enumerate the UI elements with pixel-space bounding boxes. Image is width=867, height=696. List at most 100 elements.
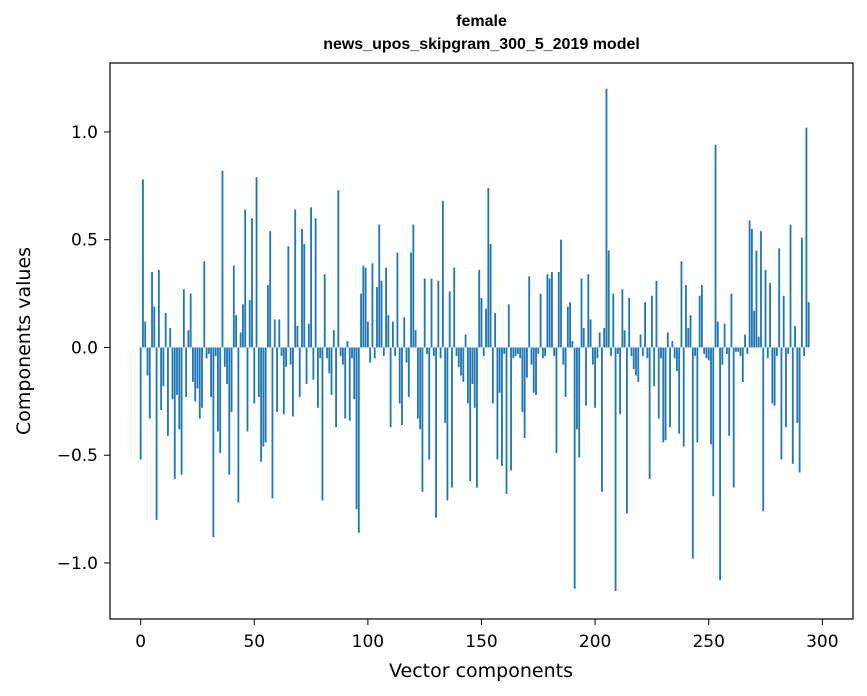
bar	[771, 347, 774, 404]
bar	[639, 334, 642, 348]
bar	[178, 347, 181, 430]
bar	[303, 244, 306, 348]
bar	[737, 347, 740, 352]
bar	[507, 304, 510, 348]
bar	[480, 297, 483, 348]
bar	[248, 300, 251, 348]
bar	[755, 250, 758, 348]
bar	[753, 310, 756, 348]
bars-group	[139, 88, 810, 591]
bar	[612, 293, 615, 348]
y-tick-label: −0.5	[57, 446, 98, 466]
bar	[723, 323, 726, 348]
bar	[339, 347, 342, 357]
bar	[192, 347, 194, 382]
bar	[510, 347, 512, 471]
bar	[653, 347, 656, 387]
x-tick-label: 200	[579, 632, 611, 652]
bar	[278, 319, 281, 348]
bar	[276, 347, 278, 413]
bar	[610, 347, 612, 357]
bar	[382, 347, 385, 357]
bar	[257, 347, 260, 398]
bar	[335, 347, 337, 428]
bar	[555, 347, 558, 454]
bar	[526, 347, 528, 378]
bar	[217, 347, 219, 432]
bar	[212, 347, 215, 538]
bar	[641, 347, 644, 357]
bar	[685, 284, 687, 348]
bar	[503, 347, 506, 354]
bar	[700, 284, 703, 348]
bar	[478, 269, 481, 348]
bar	[323, 274, 326, 348]
bar	[778, 248, 781, 348]
bar	[226, 347, 228, 385]
bar	[416, 347, 419, 419]
bar	[621, 289, 624, 348]
bar	[557, 272, 560, 348]
bar	[321, 347, 324, 501]
bar	[244, 209, 247, 348]
bar	[553, 347, 556, 357]
bar	[607, 250, 610, 348]
bar	[710, 347, 712, 445]
bar	[282, 347, 285, 415]
bar	[669, 347, 671, 428]
bar	[476, 347, 478, 488]
bar	[516, 347, 519, 354]
bar	[735, 347, 737, 352]
bar	[144, 321, 147, 348]
bar	[396, 252, 399, 348]
bar	[360, 293, 362, 348]
bar	[689, 315, 692, 348]
bar	[662, 347, 665, 443]
bar	[605, 88, 608, 348]
bar	[219, 347, 222, 454]
bar	[326, 347, 328, 359]
bar	[292, 347, 294, 417]
bar	[512, 347, 515, 359]
x-axis-label: Vector components	[389, 660, 573, 682]
bar	[785, 347, 787, 428]
bar	[632, 347, 635, 370]
bar	[255, 177, 258, 348]
bar	[423, 278, 426, 348]
bar	[805, 127, 808, 348]
bar	[591, 347, 594, 365]
bar	[430, 278, 433, 348]
bar	[807, 302, 810, 348]
bar	[730, 293, 733, 348]
bar	[294, 209, 297, 348]
bar	[537, 347, 540, 354]
bar	[251, 218, 253, 348]
bar	[746, 347, 749, 354]
bar	[796, 347, 799, 423]
bar	[491, 347, 494, 404]
bar	[410, 252, 412, 348]
bar	[744, 334, 746, 348]
bar	[775, 347, 778, 357]
bar	[494, 312, 497, 348]
bar	[687, 328, 690, 348]
bar	[548, 278, 551, 348]
bar	[732, 347, 735, 488]
bar	[589, 319, 592, 348]
bar	[432, 347, 435, 357]
bar	[651, 295, 653, 348]
bar	[398, 347, 401, 404]
bar	[289, 347, 292, 365]
bar	[373, 347, 376, 359]
bar	[703, 347, 706, 354]
bar	[514, 347, 517, 357]
bar	[207, 347, 210, 354]
bar	[544, 347, 547, 357]
bar	[680, 261, 683, 348]
bar	[380, 280, 383, 348]
bar	[501, 347, 503, 466]
bar	[578, 347, 581, 458]
bar	[573, 347, 576, 589]
bar	[426, 347, 428, 354]
bar	[405, 347, 408, 363]
